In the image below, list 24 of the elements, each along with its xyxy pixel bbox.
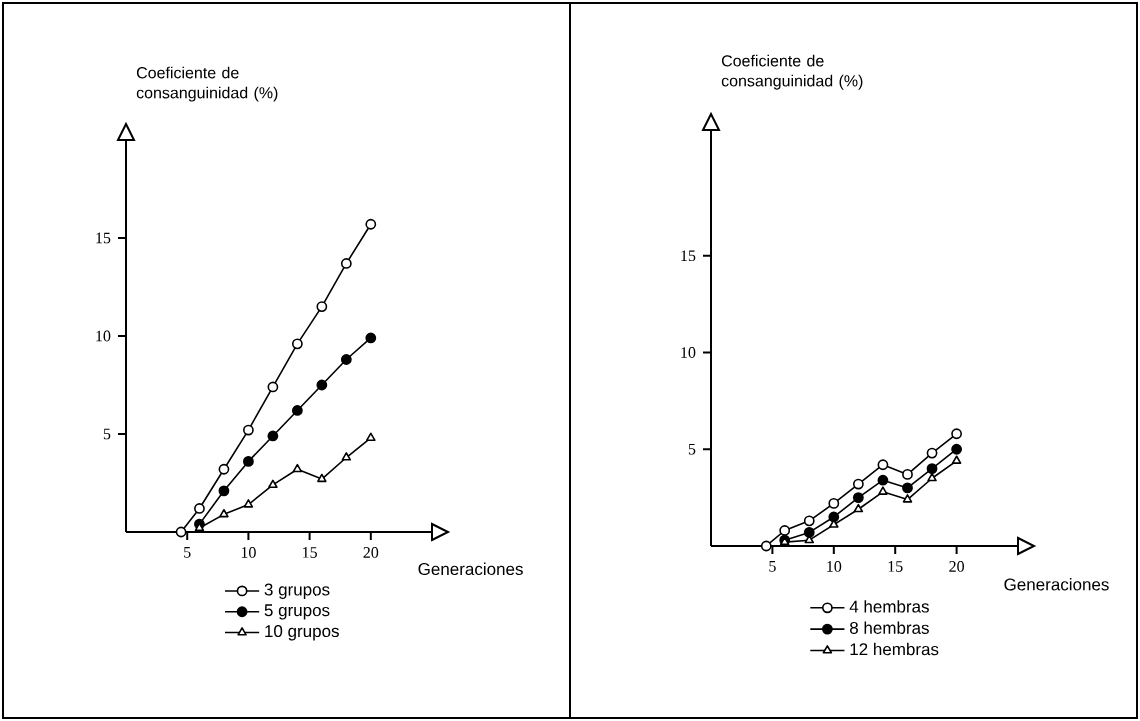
x-tick-label: 5 [769,561,776,572]
legend-label: 5 grupos [264,604,330,620]
x-tick-label: 15 [888,561,903,572]
y-axis-title: Coeficiente de consanguinidad (%) [136,66,278,102]
y-tick-label: 15 [681,250,696,262]
y-tick-label: 10 [681,347,696,358]
x-tick-label: 10 [241,547,256,558]
x-axis-title: Generaciones [418,562,523,576]
x-axis-title: Generaciones [1004,578,1109,591]
legend-label: 8 hembras [850,621,929,634]
legend-label: 12 hembras [850,642,939,656]
y-tick-label: 5 [688,443,696,455]
x-tick-label: 5 [184,547,191,558]
y-axis-title: Coeficiente de consanguinidad (%) [721,54,863,90]
y-tick-label: 5 [103,428,111,440]
legend-label: 3 grupos [264,583,330,599]
x-tick-label: 20 [949,561,965,572]
legend-label: 4 hembras [849,600,929,613]
x-tick-label: 10 [827,561,842,572]
y-tick-label: 10 [96,330,111,342]
y-tick-label: 15 [96,232,111,244]
x-tick-label: 15 [303,547,317,558]
legend-label: 10 grupos [265,625,339,641]
x-tick-label: 20 [363,547,379,558]
